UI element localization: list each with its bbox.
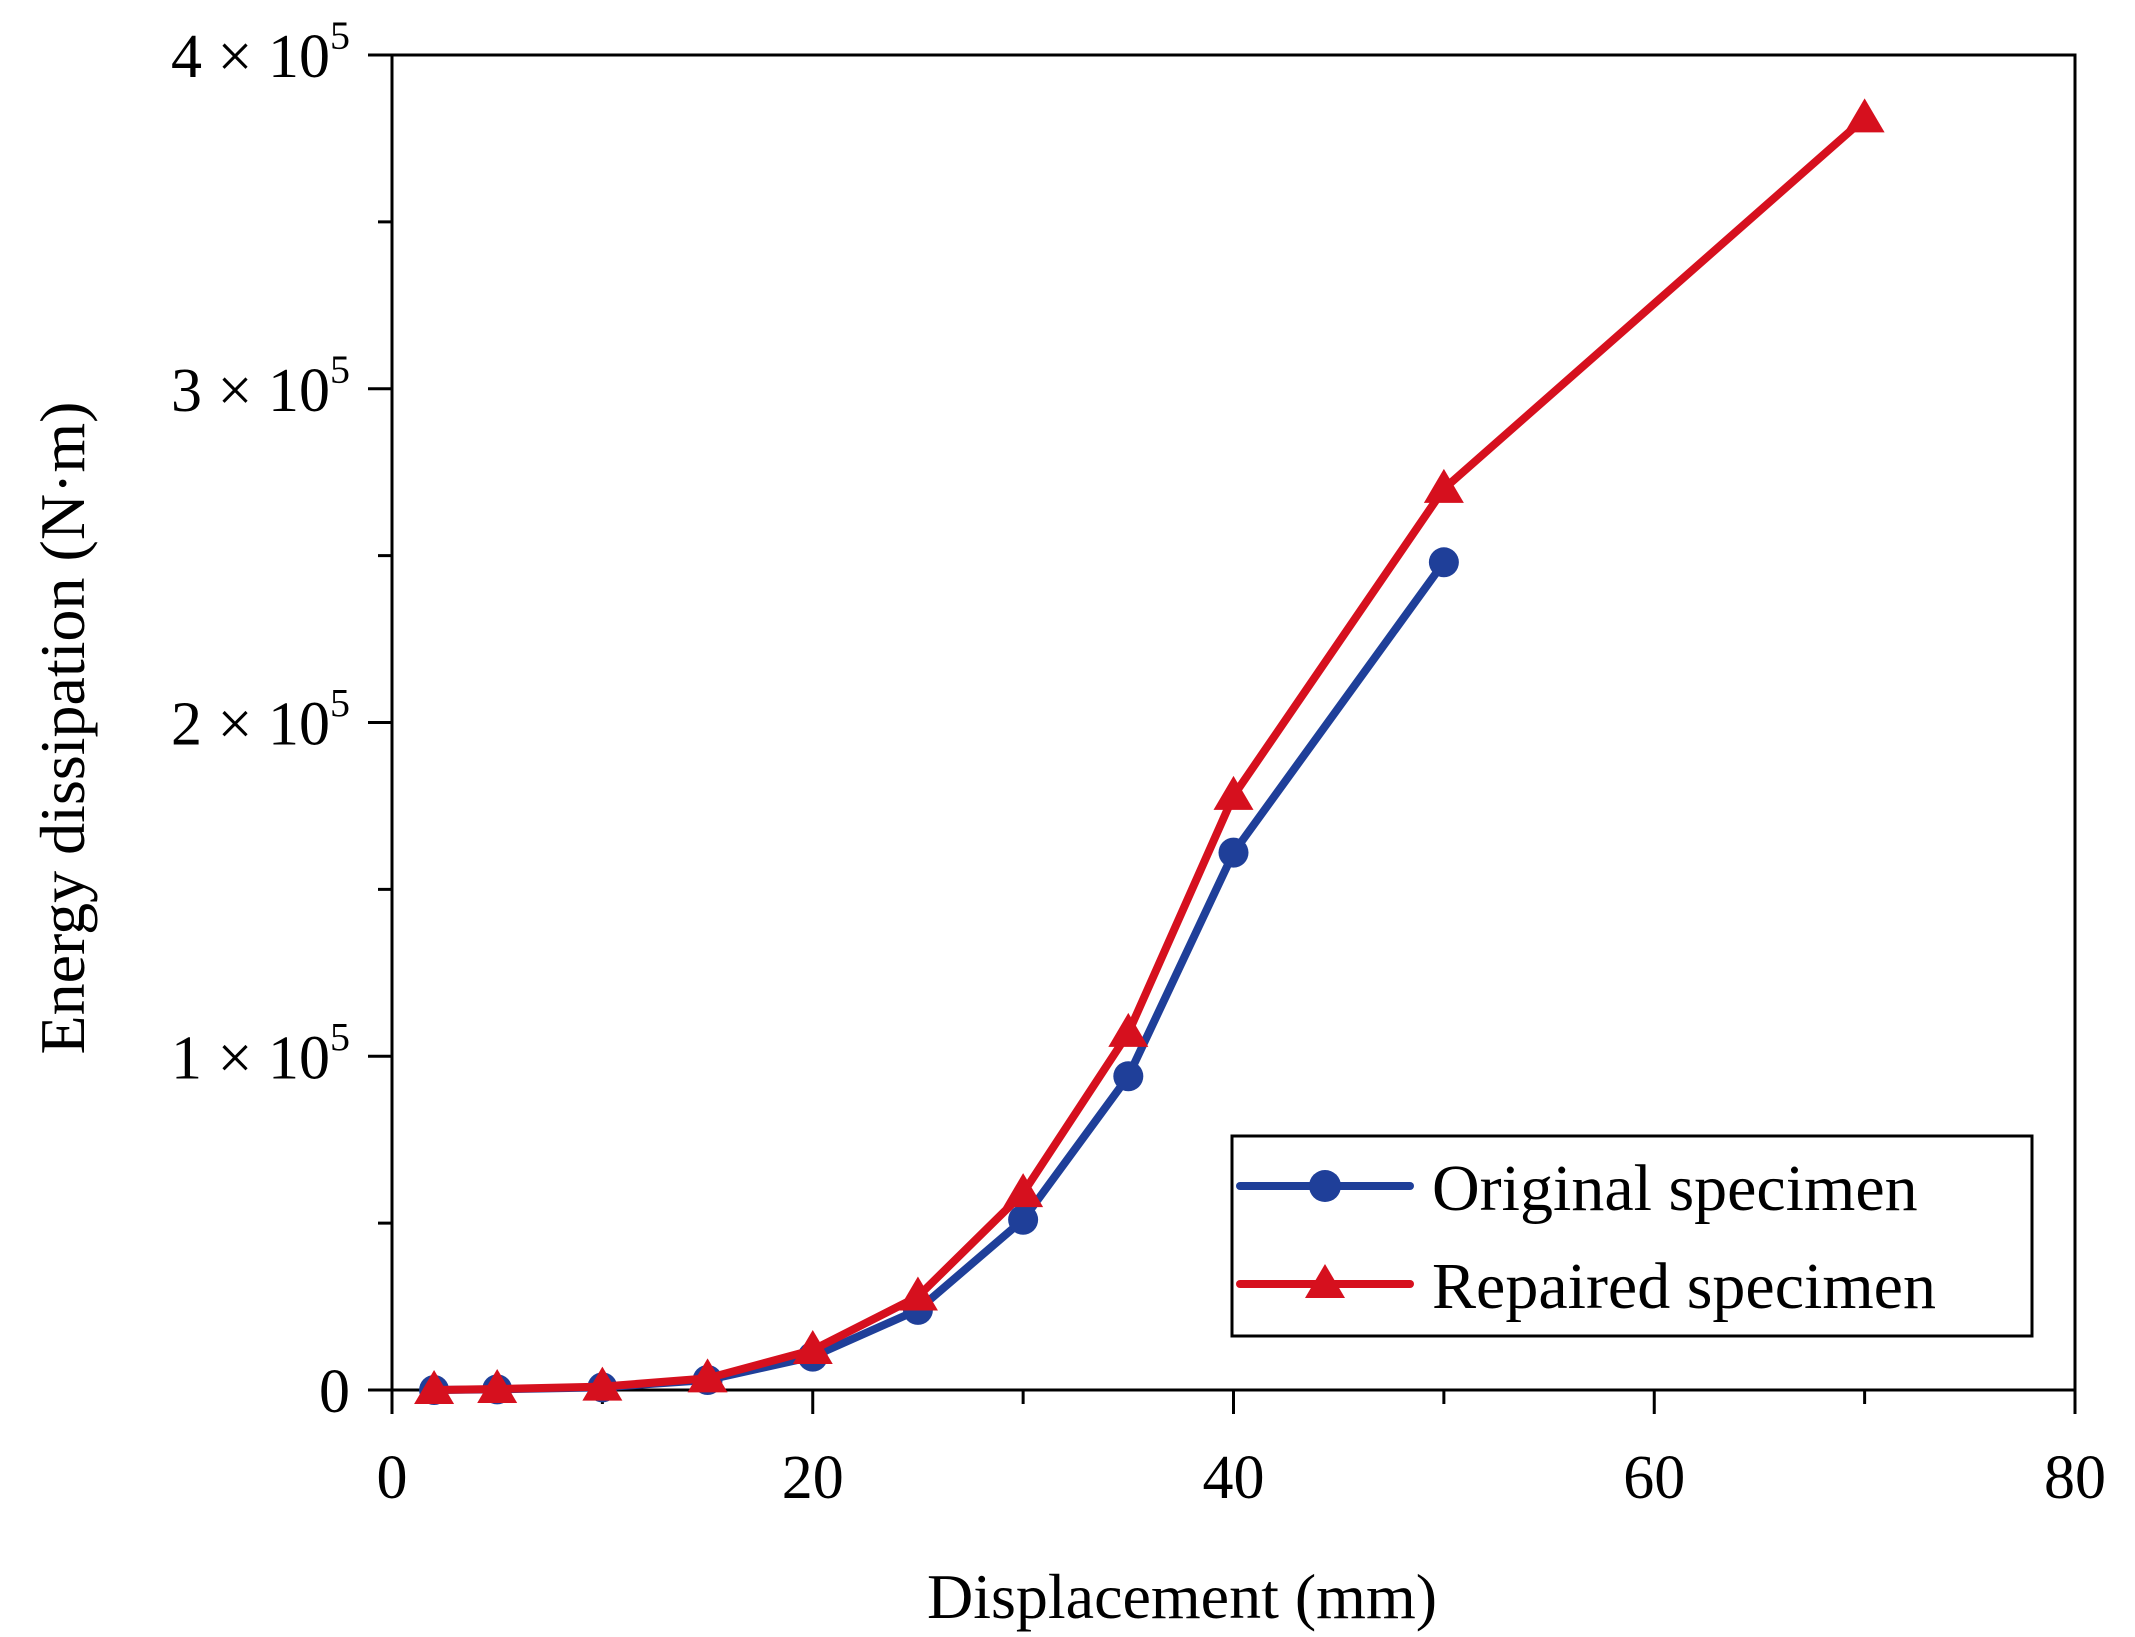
repaired-series-point bbox=[897, 1276, 938, 1311]
legend: Original specimen Repaired specimen bbox=[1230, 1134, 2034, 1338]
repaired-series-point bbox=[1213, 775, 1254, 810]
y-tick-label: 3 × 105 bbox=[171, 347, 350, 425]
repaired-series-point bbox=[477, 1368, 518, 1403]
x-tick-label: 20 bbox=[782, 1444, 844, 1512]
series-layer bbox=[414, 98, 1885, 1405]
legend-repaired-marker bbox=[1305, 1264, 1345, 1298]
original-series-point bbox=[1428, 547, 1459, 578]
original-series-point bbox=[1113, 1061, 1144, 1092]
y-tick-label: 2 × 105 bbox=[171, 681, 350, 759]
y-tick-label: 0 bbox=[319, 1358, 350, 1426]
y-tick-label: 1 × 105 bbox=[171, 1014, 350, 1092]
original-series-point bbox=[1218, 837, 1249, 868]
x-tick-label: 80 bbox=[2044, 1444, 2106, 1512]
legend-box bbox=[1230, 1134, 2034, 1338]
repaired-series-point bbox=[1003, 1173, 1044, 1208]
x-tick-label: 0 bbox=[377, 1444, 408, 1512]
repaired-series-point bbox=[1108, 1012, 1149, 1047]
repaired-series-point bbox=[687, 1358, 728, 1393]
repaired-series-point bbox=[582, 1366, 623, 1401]
y-tick-label: 4 × 105 bbox=[171, 13, 350, 91]
legend-repaired-label: Repaired specimen bbox=[1432, 1250, 1936, 1323]
x-axis-label: Displacement (mm) bbox=[927, 1561, 1437, 1632]
legend-original-label: Original specimen bbox=[1432, 1152, 1918, 1225]
original-series-point bbox=[1008, 1204, 1039, 1235]
repaired-series-point bbox=[1423, 468, 1464, 503]
y-axis-ticks: 0 1 × 105 2 × 105 3 × 105 4 × 105 bbox=[171, 13, 392, 1426]
legend-original-marker bbox=[1309, 1170, 1341, 1202]
y-axis-label: Energy dissipation (N·m) bbox=[27, 402, 98, 1055]
x-tick-label: 40 bbox=[1203, 1444, 1265, 1512]
x-axis-ticks: 0 20 40 60 80 bbox=[377, 1390, 2106, 1512]
repaired-series-point bbox=[414, 1370, 455, 1404]
repaired-series-point bbox=[792, 1329, 833, 1364]
x-tick-label: 60 bbox=[1623, 1444, 1685, 1512]
repaired-series-point bbox=[1844, 98, 1885, 133]
